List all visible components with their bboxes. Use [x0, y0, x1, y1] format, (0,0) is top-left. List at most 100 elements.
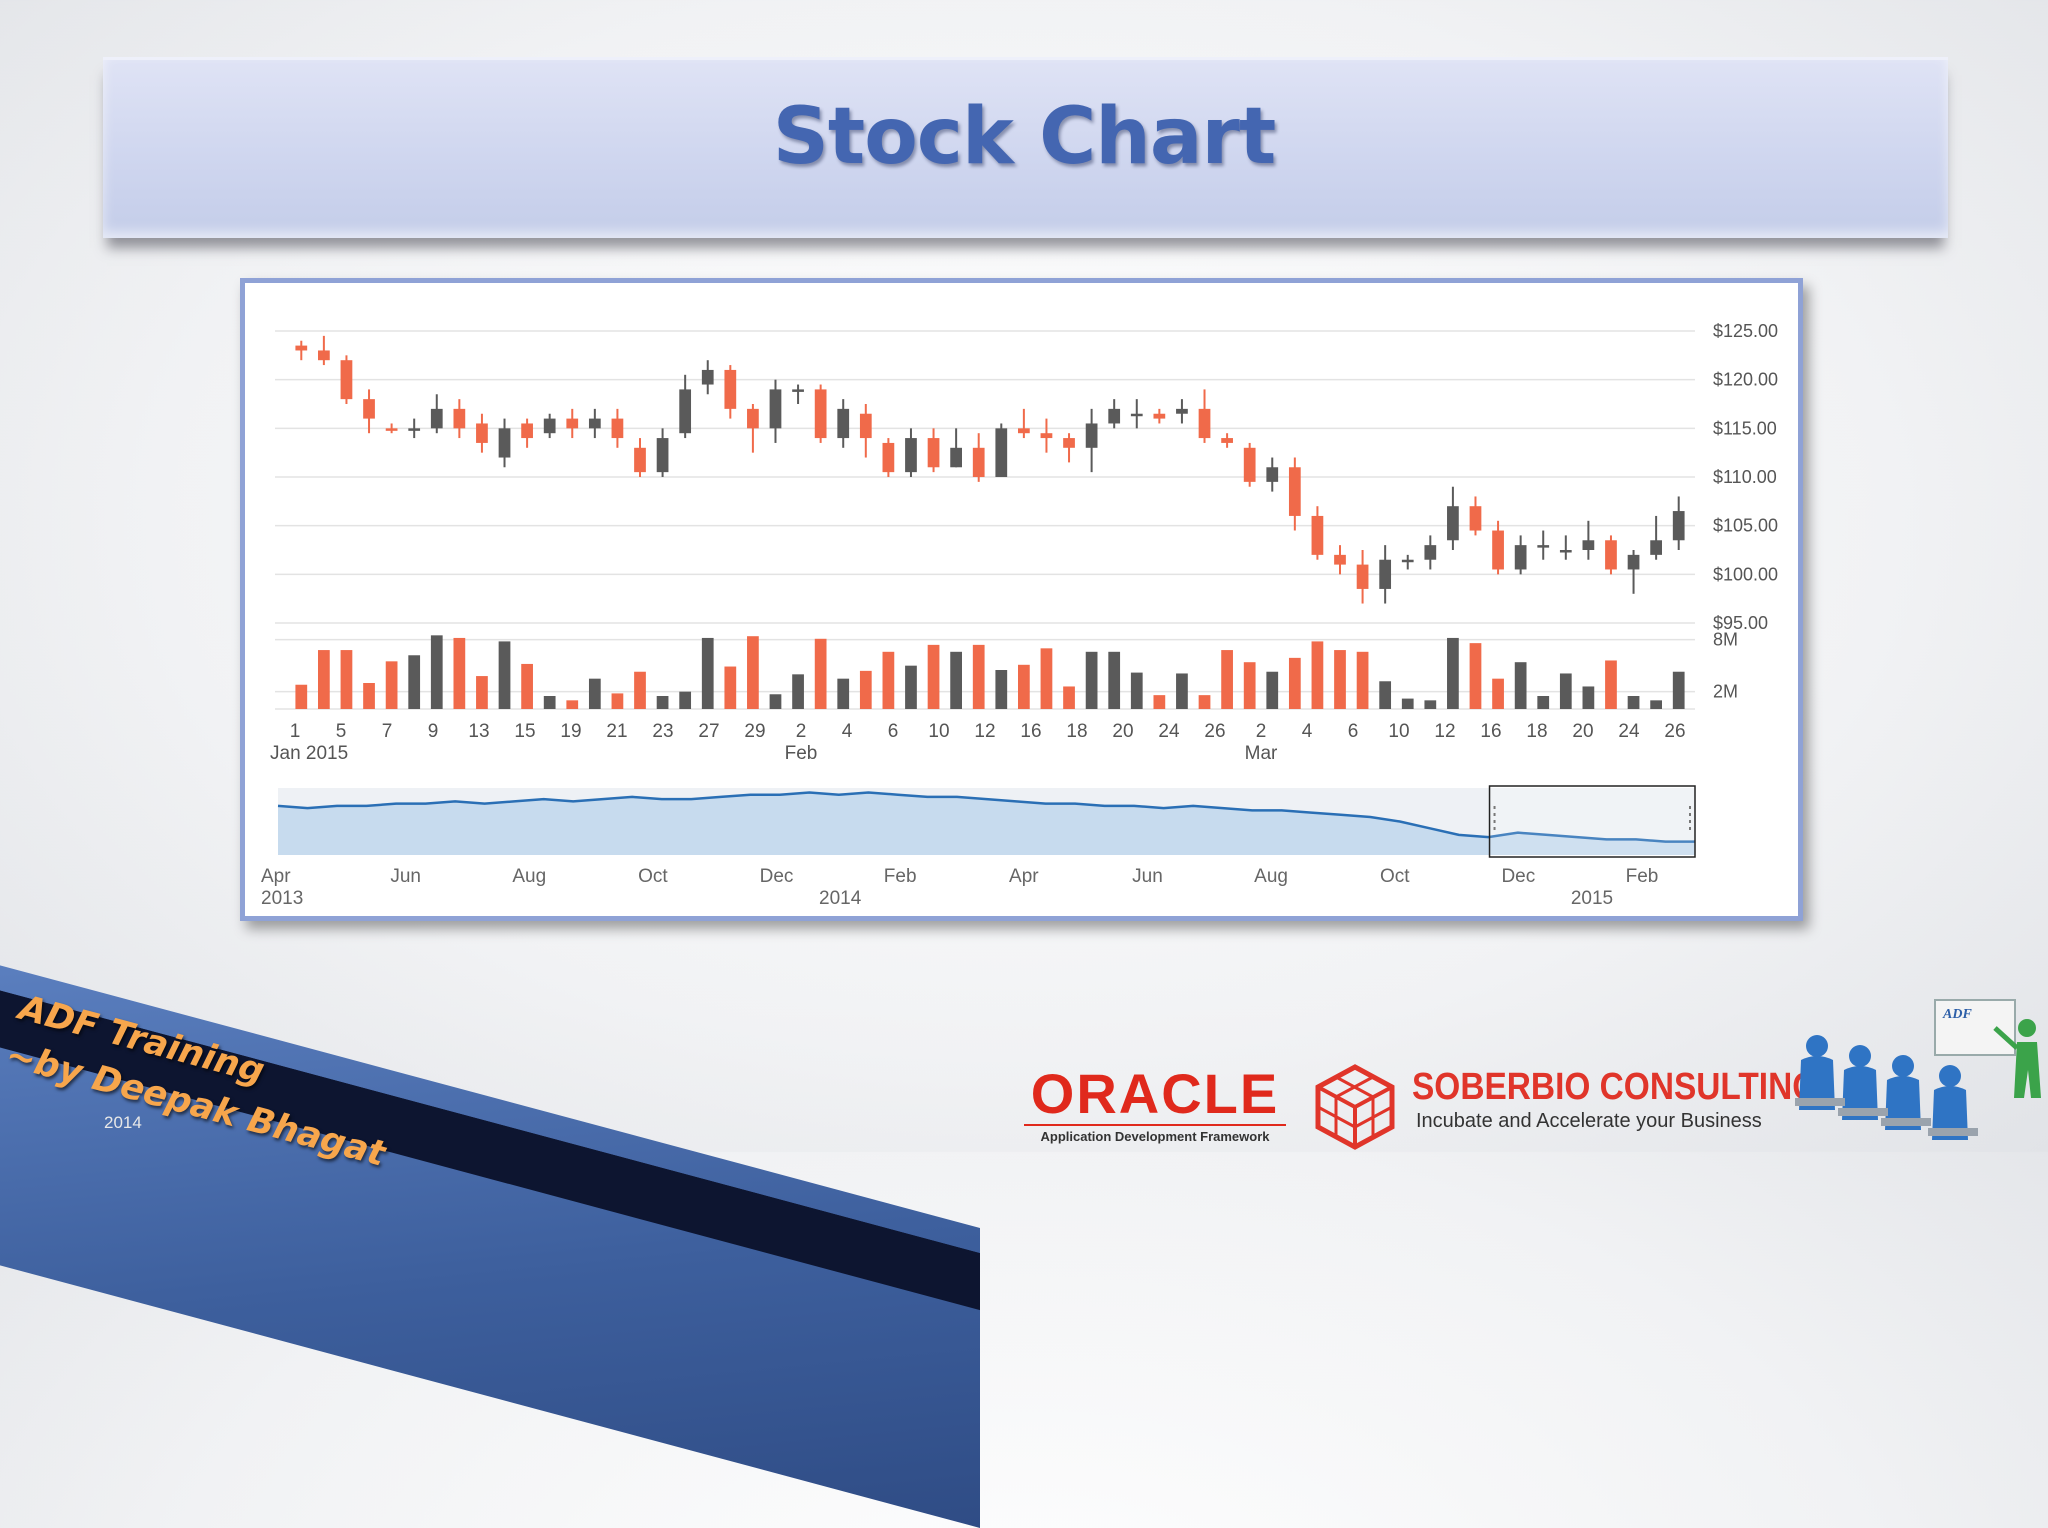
volume-bar: [1537, 696, 1550, 709]
date-tick-label: 29: [744, 721, 765, 742]
date-tick-label: 23: [652, 721, 673, 742]
overview-year-label: 2013: [261, 888, 303, 909]
candle-body: [566, 418, 579, 429]
candle-body: [1288, 467, 1301, 516]
soberbio-tagline: Incubate and Accelerate your Business: [1416, 1110, 1762, 1132]
volume-bar: [1311, 641, 1324, 709]
candle-body: [1379, 559, 1392, 589]
volume-bar: [588, 678, 601, 709]
candle-body: [747, 408, 759, 429]
candle-body: [1650, 540, 1662, 555]
volume-bars: [295, 635, 1685, 709]
volume-tick-label: 2M: [1713, 682, 1738, 702]
candle-body: [430, 408, 443, 429]
candle-body: [1176, 408, 1188, 414]
overview-line: [277, 791, 1695, 843]
volume-tick-label: 8M: [1713, 630, 1738, 650]
board-label: ADF: [1942, 1007, 1972, 1022]
candle-body: [882, 442, 895, 473]
candle-body: [498, 428, 511, 458]
volume-bar: [792, 674, 804, 709]
candle-body: [1469, 506, 1482, 531]
date-tick-label: 21: [606, 721, 627, 742]
volume-bar: [1379, 681, 1392, 709]
overview-month-label: Dec: [1501, 866, 1535, 887]
stock-chart: $125.00 $120.00 $115.00 $110.00 $105.00 $100.…: [261, 321, 1778, 909]
price-tick-label: $120.00: [1713, 370, 1778, 390]
volume-bar: [363, 683, 375, 709]
volume-bar: [1605, 660, 1617, 709]
date-sublabel: Feb: [785, 743, 818, 764]
candle-body: [792, 389, 804, 392]
oracle-logo: ORACLE Application Development Framework: [1024, 1066, 1286, 1144]
volume-bar: [837, 678, 850, 709]
price-tick-label: $100.00: [1713, 564, 1778, 584]
stock-chart-panel: $125.00 $120.00 $115.00 $110.00 $105.00 $100.…: [240, 278, 1803, 921]
overview-selection-window[interactable]: [1488, 785, 1696, 858]
date-tick-label: 16: [1480, 721, 1501, 742]
date-tick-label: 20: [1572, 721, 1593, 742]
volume-bar: [1514, 662, 1527, 709]
date-tick-label: 10: [1388, 721, 1409, 742]
price-tick-label: $110.00: [1713, 467, 1777, 487]
volume-bar: [1424, 700, 1437, 709]
volume-bar: [679, 691, 692, 709]
candle-body: [295, 345, 308, 351]
cube-logo-icon: [1315, 1064, 1395, 1150]
candle-body: [1063, 438, 1075, 448]
candle-body: [1221, 438, 1233, 443]
volume-bar: [1582, 686, 1595, 709]
candle-body: [679, 389, 692, 434]
candle-body: [1334, 554, 1346, 565]
candle-body: [453, 408, 466, 429]
overview-month-label: Dec: [760, 866, 794, 887]
candle-body: [724, 369, 737, 409]
candle-body: [1130, 413, 1143, 417]
volume-bar: [498, 641, 511, 709]
price-tick-label: $95.00: [1713, 613, 1768, 633]
date-tick-label: 4: [842, 721, 853, 742]
volume-bar: [701, 637, 714, 709]
overview-month-label: Apr: [1009, 866, 1039, 887]
volume-bar: [611, 693, 624, 709]
volume-bar: [521, 663, 533, 709]
volume-bar: [1153, 695, 1166, 709]
candle-body: [859, 413, 872, 439]
volume-bar: [747, 636, 759, 709]
volume-bar: [1221, 650, 1233, 709]
volume-bar: [408, 655, 421, 709]
candle-body: [385, 428, 398, 431]
oracle-subtitle: Application Development Framework: [1024, 1124, 1286, 1144]
volume-bar: [1627, 696, 1640, 709]
overview-month-label: Jun: [390, 866, 421, 887]
candle-body: [701, 369, 714, 385]
date-tick-label: 2: [1256, 721, 1267, 742]
candle-body: [1514, 545, 1527, 570]
date-tick-label: 5: [336, 721, 347, 742]
volume-bar: [995, 670, 1008, 709]
date-tick-label: 9: [428, 721, 439, 742]
candle-body: [1153, 413, 1166, 419]
volume-bar: [1288, 657, 1301, 709]
overview-area: [278, 792, 1695, 855]
oracle-wordmark: ORACLE: [1030, 1062, 1280, 1125]
volume-bar: [1266, 671, 1279, 709]
volume-bar: [859, 670, 872, 709]
price-tick-label: $125.00: [1713, 321, 1778, 341]
date-tick-label: 24: [1158, 721, 1180, 742]
date-tick-label: 20: [1112, 721, 1133, 742]
candle-body: [1627, 554, 1640, 570]
volume-bar: [1198, 695, 1211, 709]
candle-body: [656, 438, 669, 473]
training-year: 2014: [104, 1113, 142, 1132]
candle-body: [814, 389, 827, 439]
volume-bar: [566, 700, 579, 709]
volume-bar: [1356, 651, 1369, 709]
candle-body: [363, 399, 375, 419]
volume-bar: [1469, 643, 1482, 709]
overview-month-label: Aug: [1254, 866, 1288, 887]
volume-bar: [656, 696, 669, 709]
candle-body: [1559, 550, 1572, 553]
candle-body: [1085, 423, 1098, 448]
